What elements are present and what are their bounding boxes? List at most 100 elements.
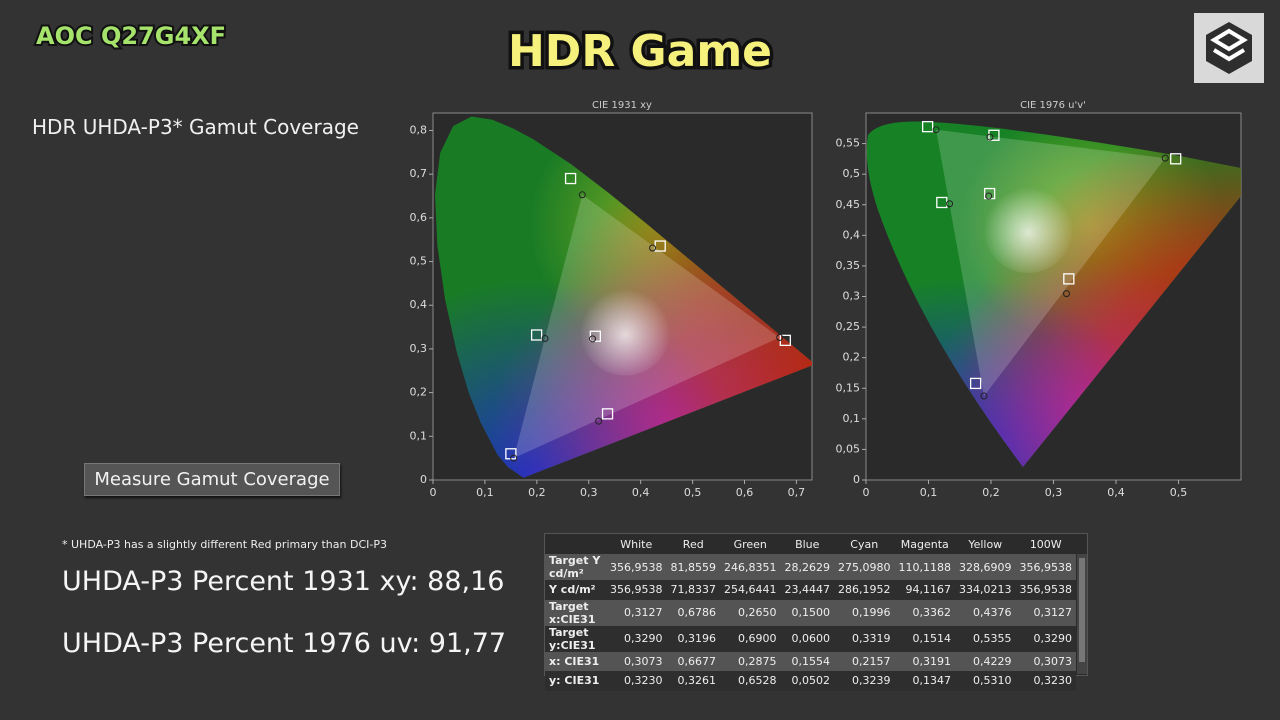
measured-point — [1063, 290, 1070, 298]
measured-point — [985, 192, 993, 200]
x-tick-label: 0,1 — [476, 486, 494, 499]
y-tick-label: 0,2 — [843, 351, 861, 364]
table-cell: 0,3319 — [834, 625, 895, 652]
row-label: y: CIE31 — [545, 671, 606, 691]
y-tick-label: 0,25 — [836, 320, 861, 333]
table-cell: 0,2650 — [720, 599, 781, 626]
logo-line — [1210, 28, 1248, 52]
table-row: Target Y cd/m² 356,9538 81,8559 246,8351 28,… — [545, 554, 1076, 580]
page-title: HDR Game — [508, 26, 772, 77]
target-point — [601, 408, 614, 420]
target-point — [988, 129, 1000, 141]
chart-layer: 0 0,1 0,2 0,3 0,4 0,5 0,6 0,7 0 0,1 0,2 0,3 0,4 0,5 0,… — [410, 120, 1187, 499]
scroll-thumb[interactable] — [1079, 558, 1085, 662]
x-tick-label: 0 — [430, 486, 437, 499]
table-cell: 0,3230 — [1015, 671, 1076, 691]
target-point — [1063, 273, 1075, 285]
table-cell: 0,6528 — [720, 671, 781, 691]
x-tick-label: 0,3 — [580, 486, 598, 499]
row-label: Target y:CIE31 — [545, 625, 606, 652]
measured-point — [589, 335, 597, 343]
x-tick-label: 0,4 — [632, 486, 650, 499]
table-cell: 328,6909 — [955, 554, 1016, 580]
header-cell — [545, 534, 606, 554]
table-cell: 0,2157 — [834, 651, 895, 671]
table-body: Target Y cd/m² 356,9538 81,8559 246,8351 28,… — [545, 554, 1076, 691]
table-cell: 0,3230 — [606, 671, 667, 691]
header-cell: White — [620, 537, 653, 551]
y-tick-label: 0 — [853, 473, 860, 486]
measured-point — [578, 191, 586, 199]
y-tick-label: 0,8 — [410, 123, 428, 136]
row-label: Target x:CIE31 — [545, 599, 606, 626]
y-tick-label: 0,5 — [410, 255, 428, 268]
table-cell: 0,6900 — [720, 625, 781, 652]
measured-point — [980, 392, 988, 400]
table-cell: 286,1952 — [834, 580, 895, 600]
table: White Red Green Blue Cyan Magenta Yellow 100W Ta… — [545, 534, 1076, 691]
scrollbar[interactable] — [1077, 554, 1087, 674]
y-tick-label: 0,3 — [410, 342, 428, 355]
table-row: x: CIE31 0,3073 0,6677 0,2875 0,1554 0,2157 0,… — [545, 651, 1076, 671]
table-cell: 0,3073 — [606, 651, 667, 671]
table-cell: 0,3290 — [606, 625, 667, 652]
white-glow — [579, 284, 671, 376]
y-tick-label: 0,35 — [836, 259, 861, 272]
table-cell: 71,8337 — [666, 580, 720, 600]
chart-title: CIE 1976 u'v' — [1020, 100, 1086, 111]
row-label: Target Y cd/m² — [545, 554, 606, 580]
y-tick-label: 0,4 — [843, 228, 861, 241]
table-cell: 0,3290 — [1015, 625, 1076, 652]
table-cell: 0,1554 — [780, 651, 834, 671]
y-tick-label: 0,5 — [843, 167, 861, 180]
x-tick-label: 0,2 — [982, 486, 1000, 499]
header-cell: Cyan — [850, 537, 879, 551]
header-cell: Yellow — [968, 537, 1003, 551]
table-cell: 356,9538 — [1015, 554, 1076, 580]
table-cell: 0,5310 — [955, 671, 1016, 691]
header-cell: Green — [733, 537, 767, 551]
table-cell: 0,1514 — [894, 625, 955, 652]
measured-point — [649, 244, 657, 252]
logo-line — [1212, 48, 1246, 62]
y-tick-label: 0,4 — [410, 298, 428, 311]
table-cell: 0,1347 — [894, 671, 955, 691]
table-cell: 81,8559 — [666, 554, 720, 580]
measured-point — [510, 454, 518, 462]
x-tick-label: 0,3 — [1045, 486, 1063, 499]
table-cell: 0,3196 — [666, 625, 720, 652]
target-point — [921, 120, 934, 133]
result-1931: UHDA-P3 Percent 1931 xy: 88,16 — [62, 566, 505, 597]
x-tick-label: 0 — [863, 486, 870, 499]
table-cell: 0,0502 — [780, 671, 834, 691]
table-cell: 0,3191 — [894, 651, 955, 671]
table-cell: 0,0600 — [780, 625, 834, 652]
table-row: Y cd/m² 356,9538 71,8337 254,6441 23,4447 286… — [545, 580, 1076, 600]
y-tick-label: 0,6 — [410, 211, 428, 224]
header-cell: Magenta — [900, 537, 949, 551]
table-cell: 356,9538 — [606, 554, 667, 580]
row-label: Y cd/m² — [545, 580, 606, 600]
table-cell: 246,8351 — [720, 554, 781, 580]
table-cell: 0,3127 — [1015, 599, 1076, 626]
y-tick-label: 0,15 — [836, 381, 861, 394]
y-tick-label: 0,3 — [843, 290, 861, 303]
target-point — [564, 172, 577, 185]
panel-heading: HDR UHDA-P3* Gamut Coverage — [32, 115, 359, 139]
measure-button[interactable]: Measure Gamut Coverage — [84, 463, 340, 496]
white-glow — [983, 182, 1074, 273]
table-cell: 94,1167 — [894, 580, 955, 600]
table-cell: 356,9538 — [1015, 580, 1076, 600]
logo — [1194, 13, 1264, 83]
target-point — [1170, 153, 1182, 165]
table-cell: 356,9538 — [606, 580, 667, 600]
y-tick-label: 0,55 — [836, 137, 861, 150]
header-cell: 100W — [1029, 537, 1062, 551]
x-tick-label: 0,1 — [920, 486, 938, 499]
table-row: Target y:CIE31 0,3290 0,3196 0,6900 0,0600 0,… — [545, 625, 1076, 652]
table-cell: 110,1188 — [894, 554, 955, 580]
result-1976: UHDA-P3 Percent 1976 uv: 91,77 — [62, 628, 507, 659]
x-tick-label: 0,7 — [788, 486, 806, 499]
